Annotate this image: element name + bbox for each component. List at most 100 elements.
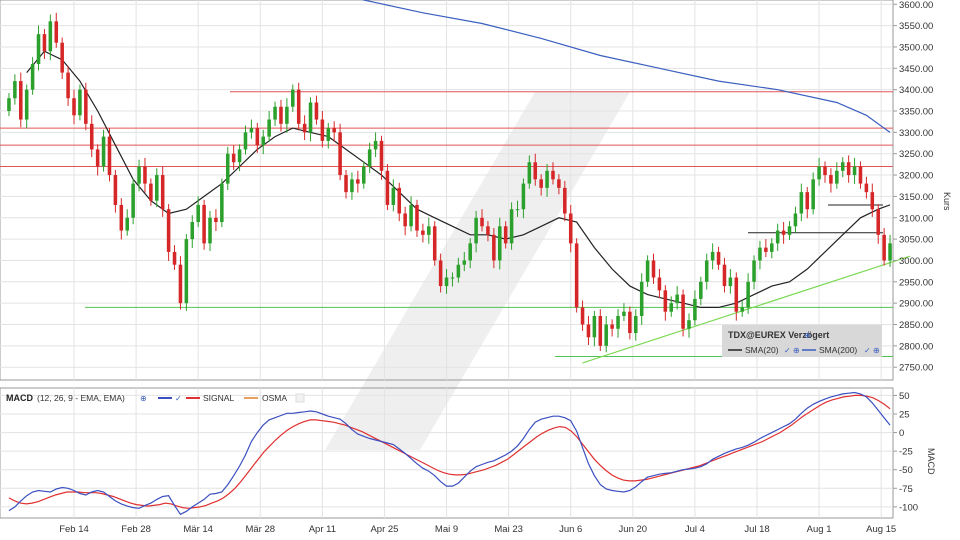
candle-body [338,132,342,176]
candle-body [54,21,59,43]
macd-title: MACD [6,393,33,403]
candle-body [651,260,656,278]
x-tick-label: Mai 9 [435,524,458,535]
candle-body [137,166,141,184]
price-tick-label: 3150.00 [899,192,933,203]
x-tick-label: Jul 18 [744,524,769,535]
candle-body [474,217,478,244]
x-tick-label: Aug 1 [807,524,832,535]
trend-line [582,255,911,364]
candle-body [527,162,532,184]
x-tick-label: Apr 25 [370,524,398,535]
candle-body [432,226,437,261]
candle-body [746,281,750,308]
info-icon[interactable]: ⊕ [804,331,811,340]
candle-body [285,106,289,124]
candle-body [113,175,118,205]
chevron-down-icon[interactable]: ✓ [175,394,182,403]
candle-body [710,251,715,261]
candle-body [7,98,11,112]
chevron-down-icon[interactable]: ✓ [864,346,871,355]
candle-body [770,243,774,252]
macd-params: (12, 26, 9 - EMA, EMA) [37,393,125,403]
info-icon[interactable]: ⊕ [873,346,880,355]
candle-body [551,170,555,180]
candle-body [427,226,431,235]
candle-body [699,281,703,299]
candle-body [42,34,47,52]
info-icon[interactable]: ⊕ [793,346,800,355]
candle-body [160,175,165,210]
candle-body [119,204,124,231]
candle-body [48,21,53,52]
candle-body [66,72,70,99]
candle-body [36,34,41,65]
candle-body [568,213,573,244]
candle-body [864,183,869,193]
candle-body [858,166,863,184]
candle-body [344,175,348,193]
candle-body [326,128,331,141]
price-tick-label: 3550.00 [899,21,933,32]
candle-body [78,89,82,116]
chevron-down-icon[interactable]: ✓ [784,346,791,355]
candle-body [509,209,514,244]
candle-body [214,217,218,223]
candle-body [639,281,644,316]
candle-body [184,239,189,304]
candle-body [308,102,313,133]
candle-body [367,149,372,167]
candle-body [563,187,567,214]
candle-body [533,162,538,180]
candle-body [657,277,662,291]
candle-body [545,170,549,188]
candle-body [409,204,413,227]
candle-body [787,226,792,235]
price-tick-label: 3350.00 [899,107,933,118]
price-tick-label: 2850.00 [899,320,933,331]
candle-body [622,311,626,316]
candle-body [693,298,697,321]
watermark-logo [325,92,630,450]
candle-body [125,217,129,231]
candle-body [296,89,301,124]
candle-body [391,187,396,205]
candle-body [302,123,307,133]
candle-body [628,311,632,334]
candle-body [574,243,579,308]
signal-legend-label: SIGNAL [203,393,234,403]
candle-body [95,149,100,167]
candle-body [775,230,780,244]
candle-body [675,294,679,304]
price-tick-label: 3600.00 [899,0,933,11]
candle-body [734,277,739,312]
candle-body [19,81,23,120]
osma-toggle[interactable] [295,393,305,403]
candle-body [379,140,384,171]
macd-tick-label: -75 [899,484,913,495]
candle-body [444,277,449,287]
candle-body [728,277,733,287]
candle-body [320,119,325,141]
candle-body [356,179,360,184]
candle-body [852,166,857,176]
sma200-path [361,0,891,133]
info-icon[interactable]: ⊕ [140,394,147,403]
candle-body [421,230,425,235]
signal-line [8,394,891,509]
candle-body [503,226,508,244]
candle-body [373,140,378,150]
candle-body [823,166,827,176]
x-tick-label: Jun 6 [559,524,582,535]
macd-axis-label: MACD [926,448,936,475]
candle-body [669,303,674,312]
candle-body [60,42,64,73]
candle-body [515,209,520,211]
candle-body [793,213,798,227]
candle-body [13,81,17,99]
candle-body [350,179,354,193]
candle-body [716,251,721,265]
candle-body [805,192,810,210]
price-tick-label: 3250.00 [899,149,933,160]
